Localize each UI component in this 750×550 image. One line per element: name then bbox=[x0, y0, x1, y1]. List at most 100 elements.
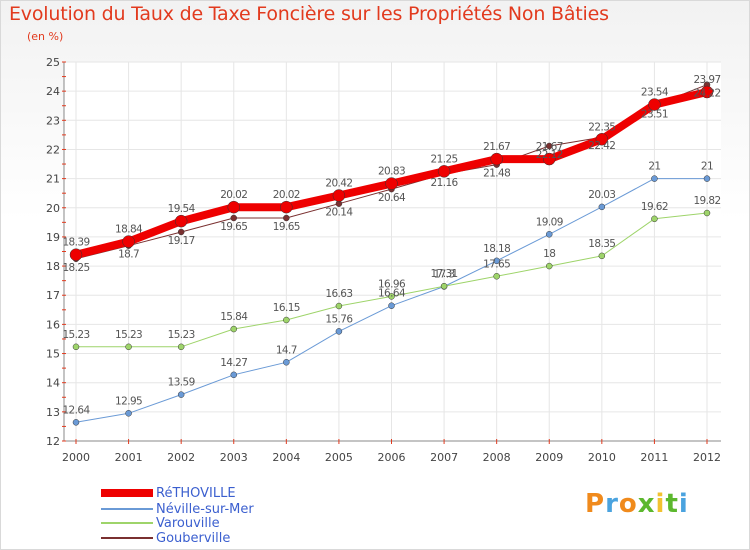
data-label-varouville: 16.15 bbox=[273, 302, 300, 314]
data-label-gouberville: 20.14 bbox=[325, 207, 353, 219]
data-point-varouville bbox=[651, 215, 658, 223]
data-label-neville-sur-mer: 20.03 bbox=[588, 189, 615, 201]
data-label-varouville: 15.84 bbox=[220, 311, 248, 323]
legend-swatch-rethoville bbox=[101, 489, 153, 497]
data-label-neville-sur-mer: 13.59 bbox=[168, 377, 195, 389]
data-label-rethoville: 18.84 bbox=[115, 224, 143, 236]
data-label-rethoville: 21.25 bbox=[431, 153, 458, 165]
x-tick-label: 2005 bbox=[325, 451, 353, 464]
x-tick-label: 2012 bbox=[693, 451, 721, 464]
data-label-neville-sur-mer: 14.27 bbox=[220, 357, 247, 369]
data-label-rethoville: 20.02 bbox=[273, 189, 300, 201]
data-point-gouberville bbox=[177, 228, 185, 236]
data-point-varouville bbox=[703, 209, 711, 217]
data-point-varouville bbox=[283, 316, 290, 324]
data-point-varouville bbox=[493, 273, 500, 280]
data-label-neville-sur-mer: 12.95 bbox=[115, 395, 142, 407]
data-point-rethoville bbox=[227, 200, 240, 214]
y-tick-label: 21 bbox=[46, 173, 60, 186]
data-point-neville-sur-mer bbox=[598, 203, 606, 211]
data-point-neville-sur-mer bbox=[388, 302, 395, 309]
data-point-rethoville bbox=[332, 189, 346, 202]
x-tick-label: 2009 bbox=[535, 451, 563, 464]
data-point-varouville bbox=[335, 302, 343, 310]
logo-letter: x bbox=[637, 489, 656, 519]
chart-title: Evolution du Taux de Taxe Foncière sur l… bbox=[9, 3, 609, 25]
y-tick-label: 22 bbox=[46, 143, 60, 156]
x-tick-label: 2000 bbox=[62, 451, 90, 464]
data-point-rethoville bbox=[385, 177, 398, 190]
y-tick-label: 18 bbox=[46, 260, 60, 273]
data-point-varouville bbox=[388, 293, 395, 300]
data-label-gouberville: 23.51 bbox=[641, 108, 668, 120]
y-tick-label: 15 bbox=[46, 348, 60, 361]
data-label-rethoville: 20.02 bbox=[220, 189, 247, 201]
legend-label: Varouville bbox=[156, 515, 220, 531]
y-tick-label: 25 bbox=[46, 56, 60, 69]
x-tick-label: 2011 bbox=[640, 451, 668, 464]
y-tick-label: 16 bbox=[46, 318, 60, 331]
data-label-gouberville: 20.64 bbox=[378, 192, 406, 204]
data-point-rethoville bbox=[700, 85, 714, 99]
logo-letter: P bbox=[585, 489, 606, 519]
data-label-varouville: 19.82 bbox=[693, 195, 720, 207]
data-point-neville-sur-mer bbox=[230, 371, 237, 379]
data-label-neville-sur-mer: 17.3 bbox=[434, 268, 455, 280]
legend-label: Gouberville bbox=[156, 530, 231, 546]
logo-letter: r bbox=[605, 489, 619, 519]
data-point-neville-sur-mer bbox=[703, 175, 711, 182]
data-point-gouberville bbox=[283, 214, 290, 222]
legend-item-neville-sur-mer: Néville-sur-Mer bbox=[101, 501, 254, 517]
data-label-varouville: 16.63 bbox=[325, 288, 352, 300]
data-label-gouberville: 21.16 bbox=[431, 177, 459, 189]
x-tick-label: 2001 bbox=[115, 451, 143, 464]
data-label-gouberville: 18.7 bbox=[118, 249, 139, 261]
data-point-gouberville bbox=[230, 214, 237, 222]
data-label-neville-sur-mer: 18.18 bbox=[483, 243, 510, 255]
data-label-neville-sur-mer: 19.09 bbox=[536, 216, 563, 228]
data-point-rethoville bbox=[595, 133, 609, 146]
data-point-rethoville bbox=[69, 248, 83, 261]
data-label-rethoville: 20.83 bbox=[378, 166, 405, 178]
data-point-rethoville bbox=[122, 235, 135, 248]
data-point-neville-sur-mer bbox=[651, 175, 658, 182]
data-point-varouville bbox=[546, 262, 553, 270]
legend-label: Néville-sur-Mer bbox=[156, 501, 254, 517]
data-label-gouberville: 19.65 bbox=[273, 221, 300, 233]
data-point-rethoville bbox=[490, 152, 503, 166]
logo-letter: i bbox=[655, 489, 666, 519]
legend-swatch-neville-sur-mer bbox=[101, 508, 153, 510]
data-label-rethoville: 22.35 bbox=[588, 121, 615, 133]
y-tick-label: 12 bbox=[46, 435, 60, 448]
data-label-varouville: 15.23 bbox=[62, 329, 89, 341]
y-tick-label: 14 bbox=[46, 377, 60, 390]
x-tick-label: 2008 bbox=[483, 451, 511, 464]
data-label-neville-sur-mer: 12.64 bbox=[62, 404, 90, 416]
x-tick-label: 2002 bbox=[167, 451, 195, 464]
data-point-rethoville bbox=[174, 214, 188, 228]
legend-label: RéTHOVILLE bbox=[156, 485, 236, 501]
data-label-varouville: 16.96 bbox=[378, 278, 406, 290]
logo-letter: o bbox=[618, 489, 638, 519]
data-label-rethoville: 19.54 bbox=[168, 203, 196, 215]
data-label-neville-sur-mer: 21 bbox=[648, 161, 660, 173]
data-point-neville-sur-mer bbox=[335, 328, 343, 335]
data-point-neville-sur-mer bbox=[125, 410, 132, 417]
data-label-gouberville: 22.42 bbox=[588, 140, 615, 152]
x-tick-label: 2004 bbox=[272, 451, 300, 464]
data-point-rethoville bbox=[543, 152, 556, 166]
data-label-varouville: 18.35 bbox=[588, 238, 615, 250]
data-label-gouberville: 21.48 bbox=[483, 168, 510, 180]
legend-swatch-gouberville bbox=[101, 537, 153, 539]
proxiti-logo: Proxiti bbox=[585, 489, 689, 519]
data-point-neville-sur-mer bbox=[546, 231, 553, 238]
y-tick-label: 19 bbox=[46, 231, 60, 244]
data-point-varouville bbox=[598, 252, 606, 260]
logo-letter: t bbox=[665, 489, 679, 519]
data-point-varouville bbox=[72, 343, 80, 351]
data-label-rethoville: 21.67 bbox=[536, 141, 563, 153]
legend-swatch-varouville bbox=[101, 522, 153, 524]
data-point-varouville bbox=[125, 343, 132, 351]
data-label-neville-sur-mer: 21 bbox=[701, 161, 713, 173]
data-label-rethoville: 18.39 bbox=[62, 237, 89, 249]
